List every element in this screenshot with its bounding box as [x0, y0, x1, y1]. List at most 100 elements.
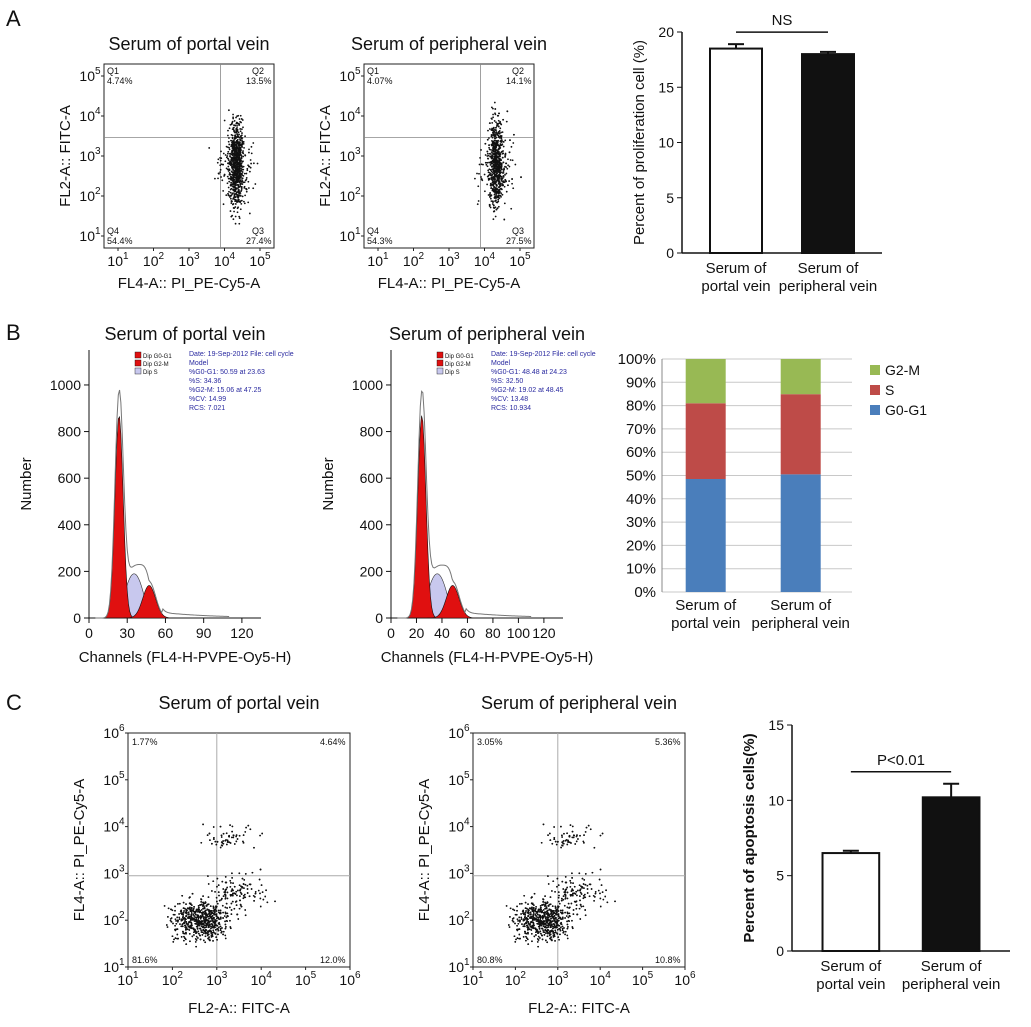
y-tick-label: 0 [73, 610, 81, 626]
event-dot [221, 842, 224, 844]
event-dot [557, 905, 559, 908]
event-dot [216, 877, 219, 880]
event-dot [212, 826, 215, 828]
event-dot [228, 127, 231, 130]
event-dot [203, 912, 205, 915]
legend-label: Dip G2-M [143, 362, 169, 368]
event-dot [244, 154, 246, 156]
event-dot [237, 179, 240, 181]
event-dot [510, 207, 513, 210]
event-dot [494, 182, 497, 185]
event-dot [485, 163, 488, 166]
event-dot [197, 924, 199, 926]
category-label: portal vein [816, 976, 885, 993]
event-dot [239, 128, 242, 130]
event-dot [486, 165, 489, 168]
event-dot [246, 167, 249, 170]
event-dot [212, 910, 215, 912]
event-dot [231, 139, 233, 142]
event-dot [557, 924, 560, 927]
event-dot [545, 912, 547, 915]
event-dot [213, 908, 216, 911]
event-dot [244, 873, 247, 875]
event-dot [502, 150, 504, 152]
y-tick-label: 5 [776, 868, 784, 884]
event-dot [222, 203, 225, 206]
event-dot [266, 901, 269, 904]
event-dot [230, 181, 233, 184]
event-dot [494, 162, 496, 164]
event-dot [486, 175, 489, 178]
event-dot [197, 905, 200, 907]
event-dot [491, 136, 494, 139]
event-dot [200, 920, 203, 923]
event-dot [492, 175, 495, 178]
event-dot [204, 920, 207, 922]
event-dot [242, 840, 244, 843]
event-dot [240, 128, 243, 131]
event-dot [233, 137, 236, 139]
event-dot [245, 172, 248, 175]
event-dot [185, 929, 187, 931]
event-dot [252, 187, 255, 190]
event-dot [244, 179, 247, 182]
event-dot [174, 909, 176, 912]
event-dot [180, 912, 182, 915]
event-dot [254, 892, 257, 895]
event-dot [228, 152, 231, 155]
event-dot [232, 116, 235, 119]
event-dot [495, 125, 498, 127]
category-label: Serum of [706, 260, 768, 277]
event-dot [557, 910, 560, 912]
event-dot [181, 894, 184, 897]
event-dot [561, 844, 563, 847]
event-dot [212, 838, 215, 840]
event-dot [197, 930, 200, 933]
event-dot [511, 159, 514, 162]
event-dot [237, 122, 240, 125]
event-dot [234, 189, 237, 192]
event-dot [259, 834, 261, 837]
event-dot [239, 903, 242, 906]
event-dot [239, 889, 241, 892]
event-dot [201, 931, 204, 934]
event-dot [198, 924, 201, 927]
event-dot [488, 144, 490, 147]
event-dot [241, 180, 244, 183]
event-dot [242, 883, 245, 885]
event-dot [493, 207, 496, 210]
event-dot [576, 834, 578, 836]
event-dot [184, 924, 186, 927]
event-dot [575, 907, 578, 910]
event-dot [486, 183, 489, 186]
g0-g1-peak [95, 415, 230, 619]
event-dot [520, 176, 522, 179]
event-dot [567, 902, 570, 905]
event-dot [529, 913, 531, 916]
event-dot [201, 905, 204, 907]
event-dot [196, 921, 198, 924]
event-dot [533, 935, 536, 938]
event-dot [219, 927, 222, 930]
event-dot [488, 171, 491, 174]
event-dot [233, 171, 236, 174]
event-dot [261, 891, 264, 893]
event-dot [549, 896, 552, 898]
event-dot [197, 932, 200, 935]
event-dot [189, 909, 192, 911]
event-dot [183, 939, 185, 942]
event-dot [222, 163, 224, 166]
category-label: peripheral vein [779, 278, 877, 295]
event-dot [182, 901, 185, 904]
event-dot [561, 836, 563, 838]
event-dot [497, 163, 500, 166]
event-dot [185, 915, 187, 918]
quadrant-value: 27.4% [246, 236, 272, 246]
event-dot [490, 135, 493, 138]
event-dot [503, 185, 506, 188]
event-dot [584, 873, 587, 875]
event-dot [199, 910, 202, 912]
event-dot [492, 149, 495, 152]
event-dot [259, 868, 262, 871]
event-dot [229, 879, 232, 882]
